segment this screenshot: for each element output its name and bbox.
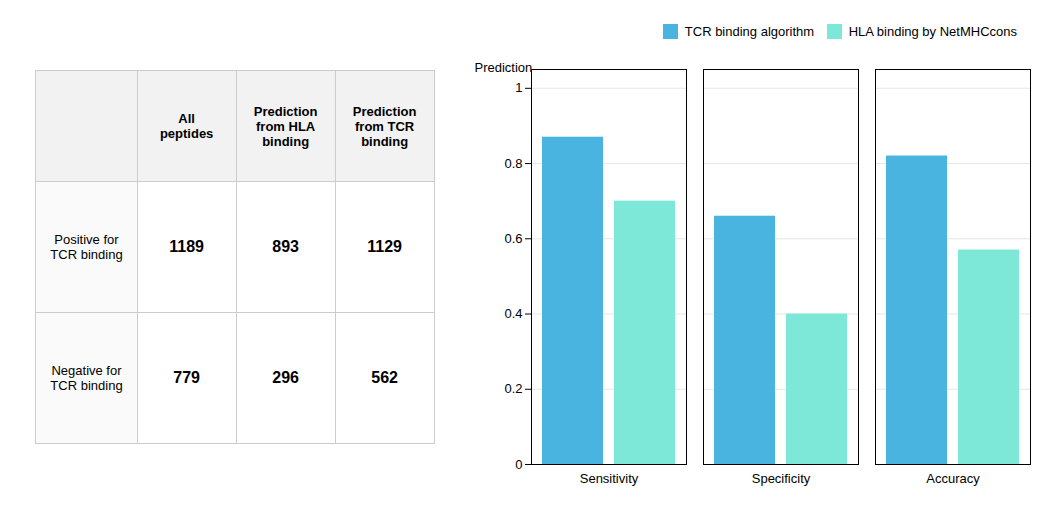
html-text:779: 779 [173, 369, 200, 386]
html-text:TCR binding algorithm: TCR binding algorithm [684, 24, 815, 40]
html-text:Prediction from HLA binding: Prediction from HLA binding [253, 103, 318, 149]
svg-text:0.6: 0.6 [504, 231, 522, 246]
svg-text:0.2: 0.2 [504, 381, 522, 396]
svg-text:Prediction: Prediction [475, 59, 533, 74]
html-text:893: 893 [272, 238, 299, 255]
html-text:Positive for TCR binding: Positive for TCR binding [50, 232, 123, 262]
html-text:296: 296 [272, 369, 299, 386]
html-text:HLA binding by NetMHCcons: HLA binding by NetMHCcons [848, 24, 1017, 40]
html-text:562: 562 [371, 369, 398, 386]
html-text:1189: 1189 [169, 238, 204, 255]
svg-text:Sensitivity: Sensitivity [580, 470, 639, 485]
html-text:1129: 1129 [367, 238, 402, 255]
svg-text:0.4: 0.4 [504, 306, 522, 321]
svg-text:0: 0 [515, 456, 522, 471]
html-text:Prediction from TCR binding: Prediction from TCR binding [352, 103, 417, 149]
html-text:Negative for TCR binding: Negative for TCR binding [50, 363, 123, 393]
svg-text:Specificity: Specificity [752, 470, 811, 485]
html-text:All peptides: All peptides [159, 111, 214, 141]
svg-text:0.8: 0.8 [504, 155, 522, 170]
svg-text:Accuracy: Accuracy [926, 470, 980, 485]
svg-text:1: 1 [515, 80, 522, 95]
